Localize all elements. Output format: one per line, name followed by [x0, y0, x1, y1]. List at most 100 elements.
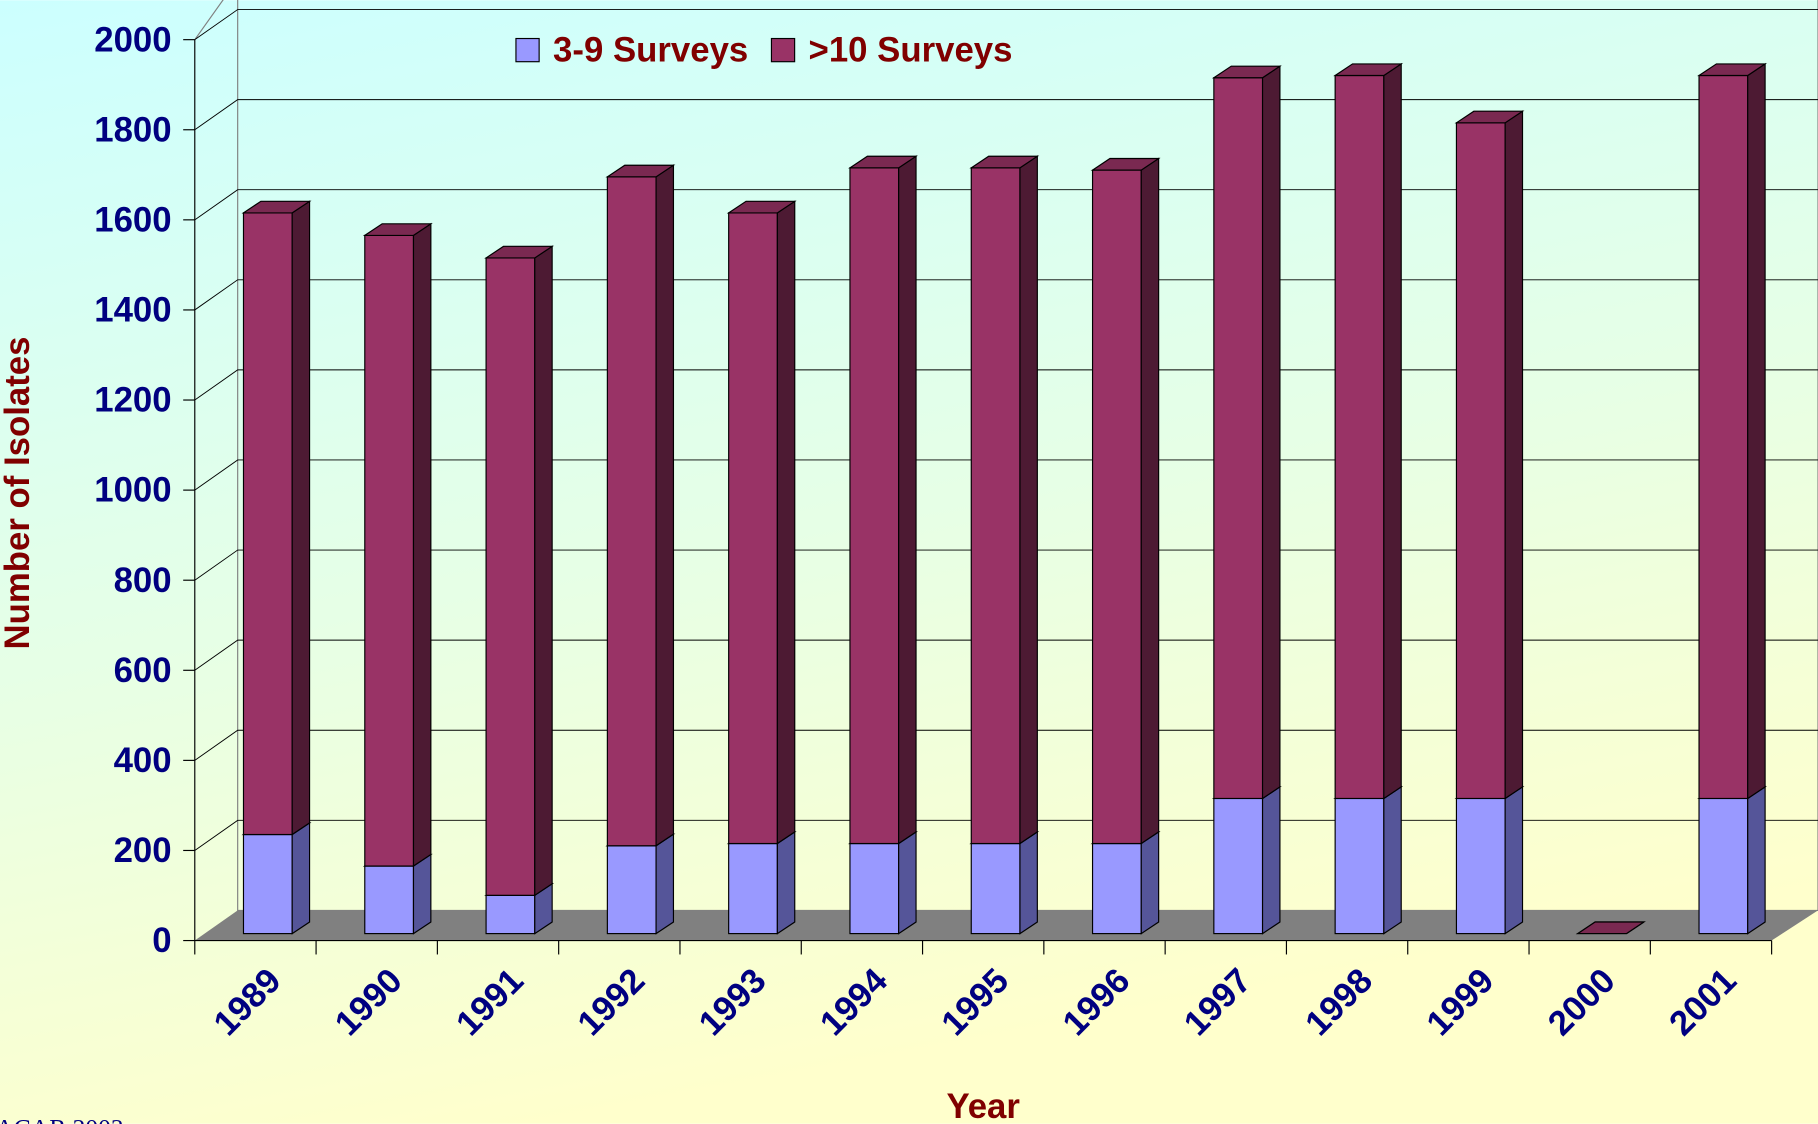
bar-side: [412, 222, 432, 868]
y-tick-label: 1800: [94, 111, 171, 149]
legend-swatch: [515, 37, 540, 63]
bar: [848, 155, 918, 845]
side-wall: [194, 0, 224, 41]
y-tick-label: 200: [114, 832, 172, 870]
bar-side: [898, 830, 917, 935]
bar: [1454, 785, 1525, 935]
y-tick-label: 1000: [94, 472, 171, 510]
legend-swatch: [770, 37, 796, 63]
bar: [1697, 62, 1768, 800]
bar: [1090, 157, 1161, 845]
bar-front: [849, 167, 900, 845]
bar-side: [776, 830, 796, 935]
y-tick-label: 2000: [94, 21, 171, 59]
bar-front: [1213, 797, 1264, 935]
bar-top: [1575, 921, 1646, 935]
bar: [1211, 785, 1282, 935]
bar: [1090, 830, 1161, 935]
bar-top: [1090, 157, 1161, 171]
bar: [484, 245, 555, 897]
bar-front: [1213, 77, 1264, 800]
bar-front: [728, 842, 778, 935]
y-tick-label: 1600: [94, 201, 171, 239]
bar-side: [1261, 65, 1281, 800]
bar-front: [242, 212, 293, 836]
y-tick-label: 0: [152, 922, 171, 960]
bar-top: [726, 200, 797, 214]
bar-front: [1698, 74, 1749, 800]
bar-top: [1333, 63, 1404, 77]
bar: [362, 222, 433, 868]
back-wall: [237, 0, 1818, 911]
grid-line: [194, 189, 1818, 221]
bar-side: [1140, 830, 1160, 935]
footer: ACAR 2003: [0, 1114, 124, 1124]
bar-front: [485, 257, 536, 896]
bar-side: [291, 821, 311, 935]
bar-front: [606, 845, 657, 935]
bar-side: [1383, 785, 1402, 935]
bar-top: [605, 164, 676, 178]
legend-label: 3-9 Surveys: [553, 32, 748, 70]
bar-front: [364, 234, 415, 867]
bar-front: [970, 842, 1021, 935]
grid-line: [194, 9, 1818, 41]
bar-top: [362, 223, 433, 236]
bar-side: [1019, 830, 1038, 935]
grid-line: [194, 549, 1818, 581]
bar-front: [1334, 797, 1385, 935]
y-axis-title: Number of Isolates: [0, 337, 37, 650]
bar-front: [849, 842, 900, 935]
bar-front: [485, 894, 536, 935]
bar: [241, 821, 312, 935]
bar: [1333, 785, 1404, 935]
y-tick-label: 400: [114, 742, 172, 780]
bar-side: [1019, 155, 1038, 845]
bar-side: [655, 833, 675, 935]
bar-side: [1261, 785, 1281, 935]
bar-side: [1504, 110, 1524, 800]
bar-top: [1211, 65, 1282, 79]
bar: [1454, 110, 1525, 800]
bar-top: [848, 155, 918, 169]
grid-line: [194, 639, 1818, 671]
bar: [241, 200, 312, 836]
bar: [726, 200, 797, 845]
bar-front: [364, 865, 415, 935]
bar-top: [1697, 63, 1768, 77]
bar: [726, 830, 797, 935]
bar: [1575, 921, 1646, 935]
bar: [605, 833, 676, 935]
bar: [605, 164, 676, 847]
bar-front: [1091, 842, 1142, 935]
bar: [969, 830, 1040, 935]
bar-side: [534, 245, 553, 897]
y-tick-label: 1400: [94, 292, 171, 330]
bar-front: [1455, 797, 1506, 935]
bar-side: [898, 155, 917, 845]
bar-side: [1504, 785, 1524, 935]
x-axis-title: Year: [946, 1088, 1019, 1124]
bar-side: [1383, 62, 1402, 800]
bar-side: [291, 200, 311, 836]
bar-front: [1091, 169, 1142, 845]
bar-top: [969, 155, 1040, 169]
bar-top: [484, 245, 555, 259]
bar-side: [1140, 157, 1160, 845]
bar-side: [412, 853, 432, 935]
bar-front: [1698, 797, 1749, 935]
grid-line: [194, 99, 1818, 131]
grid-line: [194, 729, 1818, 761]
bar-top: [241, 200, 312, 214]
bar-side: [1747, 62, 1766, 800]
grid-line: [194, 369, 1818, 401]
bar: [1211, 65, 1282, 800]
bar-front: [1334, 74, 1385, 800]
y-tick-label: 600: [114, 652, 172, 690]
grid-line: [194, 279, 1818, 311]
bar-top: [1454, 110, 1525, 124]
bar-front: [728, 212, 778, 845]
grid-line: [194, 459, 1818, 491]
bar-side: [776, 200, 796, 845]
